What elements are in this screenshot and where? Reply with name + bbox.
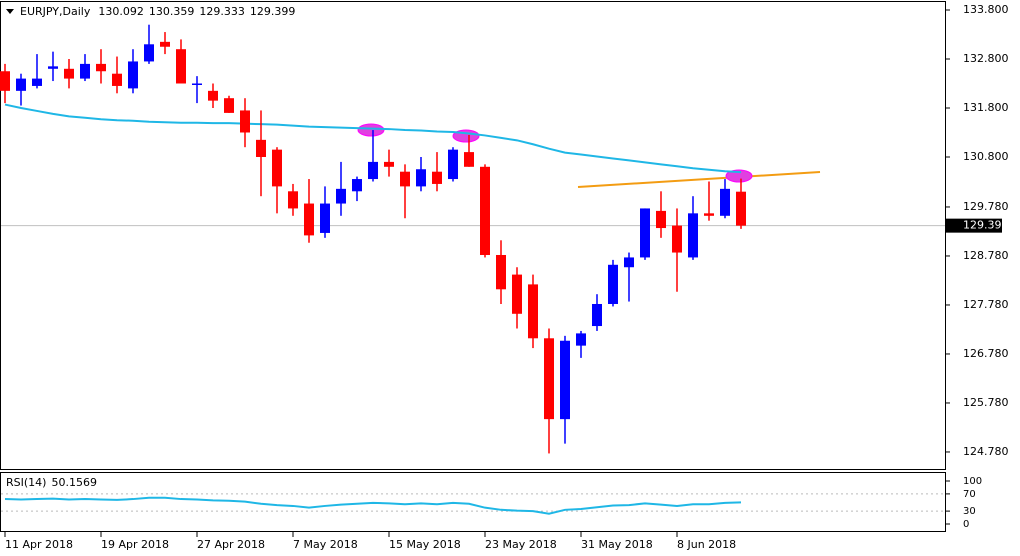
menu-arrow xyxy=(6,9,14,14)
candle-body xyxy=(32,78,42,86)
candle-body xyxy=(496,254,506,290)
candle-body xyxy=(48,66,58,69)
candle-body xyxy=(656,210,666,229)
rsi-tick-label: 0 xyxy=(963,519,969,530)
candle-body xyxy=(272,149,282,187)
rsi-line xyxy=(4,496,742,515)
candle-body xyxy=(144,44,154,62)
y-tick-label: 124.780 xyxy=(963,445,1009,458)
candle-body xyxy=(704,213,714,216)
y-tick-label: 127.780 xyxy=(963,298,1009,311)
y-tick-label: 132.800 xyxy=(963,52,1009,65)
candle-body xyxy=(432,171,442,184)
rsi-pane xyxy=(0,472,946,532)
y-tick-label: 129.780 xyxy=(963,200,1009,213)
candle-body xyxy=(592,303,602,327)
candle-body xyxy=(64,68,74,79)
candle-body xyxy=(528,284,538,339)
price-pane xyxy=(0,1,946,470)
high: 130.359 xyxy=(149,5,195,18)
highlight xyxy=(725,169,753,183)
candle-body xyxy=(368,161,378,180)
x-tick-label: 23 May 2018 xyxy=(485,538,557,551)
candle-body xyxy=(464,152,474,167)
y-tick-label: 125.780 xyxy=(963,396,1009,409)
low: 129.333 xyxy=(199,5,245,18)
candle-body xyxy=(640,208,650,258)
candle-body xyxy=(192,83,202,85)
candle-body xyxy=(480,166,490,255)
rsi-value: 50.1569 xyxy=(51,476,97,489)
candle-body xyxy=(176,49,186,84)
highlight xyxy=(357,123,385,137)
candle-body xyxy=(128,61,138,89)
y-tick-label: 133.800 xyxy=(963,3,1009,16)
candle-body xyxy=(608,264,618,304)
x-tick-label: 31 May 2018 xyxy=(581,538,653,551)
candle-body xyxy=(0,71,10,91)
price-label: 129.399 xyxy=(963,219,1009,232)
candle-body xyxy=(224,98,234,113)
candle-body xyxy=(160,41,170,47)
candle-body xyxy=(384,161,394,167)
chart-header: EURJPY,Daily 130.092 130.359 129.333 129.399 xyxy=(20,5,295,18)
x-tick-label: 8 Jun 2018 xyxy=(677,538,736,551)
open: 130.092 xyxy=(98,5,144,18)
y-tick-label: 126.780 xyxy=(963,347,1009,360)
rsi-name: RSI(14) xyxy=(6,476,46,489)
rsi-tick-label: 70 xyxy=(963,489,976,500)
price-box xyxy=(946,218,1002,233)
candle-body xyxy=(96,63,106,72)
x-tick-label: 19 Apr 2018 xyxy=(101,538,169,551)
candle-body xyxy=(416,169,426,187)
candle-body xyxy=(16,78,26,91)
candle-body xyxy=(400,171,410,187)
candle-body xyxy=(320,203,330,233)
candle-body xyxy=(336,188,346,204)
trend-line xyxy=(577,171,821,188)
symbol: EURJPY,Daily xyxy=(20,5,91,18)
candle-body xyxy=(208,90,218,101)
candle-body xyxy=(624,257,634,268)
y-tick-label: 130.800 xyxy=(963,150,1009,163)
moving-average xyxy=(4,103,742,174)
y-tick-label: 131.800 xyxy=(963,101,1009,114)
candle-body xyxy=(560,340,570,420)
candle-body xyxy=(256,139,266,157)
candle-body xyxy=(512,274,522,314)
candle-body xyxy=(288,191,298,209)
candle-body xyxy=(80,63,90,79)
x-tick-label: 27 Apr 2018 xyxy=(197,538,265,551)
candle-body xyxy=(112,73,122,86)
rsi-tick-label: 100 xyxy=(963,476,982,487)
close: 129.399 xyxy=(250,5,296,18)
candle-body xyxy=(736,191,746,226)
rsi-header: RSI(14) 50.1569 xyxy=(6,476,97,489)
marks: 133.800 132.800 131.800 130.800 129.780 128.7… xyxy=(0,3,1009,551)
candle-body xyxy=(688,213,698,258)
x-tick-label: 15 May 2018 xyxy=(389,538,461,551)
candle-body xyxy=(720,188,730,216)
candle-body xyxy=(240,110,250,133)
candle-body xyxy=(352,179,362,192)
candle-body xyxy=(544,338,554,420)
x-tick-label: 7 May 2018 xyxy=(293,538,358,551)
candle-body xyxy=(576,333,586,346)
candle-body xyxy=(304,203,314,236)
rsi-tick-label: 30 xyxy=(963,506,976,517)
candle-body xyxy=(448,149,458,180)
y-tick-label: 128.780 xyxy=(963,249,1009,262)
x-tick-label: 11 Apr 2018 xyxy=(5,538,73,551)
candle-body xyxy=(672,225,682,253)
